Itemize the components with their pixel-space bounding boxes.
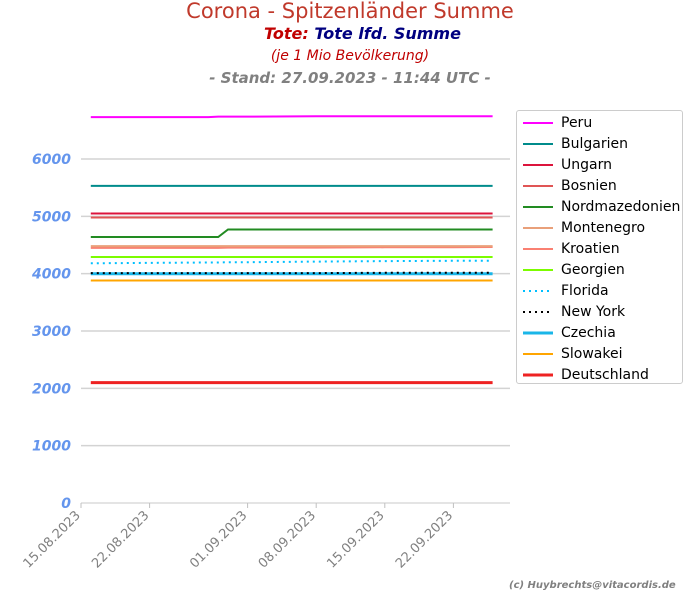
legend-swatch — [523, 185, 553, 187]
legend-swatch — [523, 227, 553, 229]
y-tick-label: 5000 — [32, 209, 71, 225]
legend-label: Ungarn — [561, 157, 612, 173]
legend-swatch — [523, 164, 553, 166]
legend-label: Czechia — [561, 325, 616, 341]
y-tick-label: 6000 — [32, 152, 71, 168]
x-tick-label: 22.08.2023 — [89, 508, 152, 571]
legend-label: Bulgarien — [561, 136, 628, 152]
subtitle-main: Tote lfd. Summe — [314, 24, 461, 43]
legend-item-new-york: New York — [517, 302, 682, 323]
chart-note: (je 1 Mio Bevölkerung) — [270, 48, 430, 64]
legend-label: Deutschland — [561, 367, 649, 383]
chart-subtitle: Tote: Tote lfd. Summe — [0, 24, 700, 43]
legend-label: Nordmazedonien — [561, 199, 681, 215]
legend-swatch — [523, 269, 553, 271]
legend-swatch — [523, 373, 553, 377]
series-line-florida — [90, 259, 493, 265]
series-line-peru — [90, 115, 493, 119]
legend-swatch — [523, 353, 553, 355]
subtitle-prefix: Tote: — [264, 24, 309, 43]
legend-item-kroatien: Kroatien — [517, 239, 682, 260]
y-axis: 0 1000 2000 3000 4000 5000 6000 — [31, 152, 71, 512]
x-tick-label: 15.09.2023 — [324, 508, 387, 571]
series-line-kroatien — [90, 246, 493, 249]
chart-title: Corona - Spitzenländer Summe — [186, 0, 514, 23]
legend-swatch — [523, 331, 553, 335]
legend: Peru Bulgarien Ungarn Bosnien Nordmazedonien… — [516, 110, 683, 384]
x-tick-label: 15.08.2023 — [21, 508, 84, 571]
series-line-nordmazedonien — [90, 228, 493, 238]
x-tick-label: 22.09.2023 — [393, 508, 456, 571]
legend-label: New York — [561, 304, 626, 320]
credit-text: (c) Huybrechts@vitacordis.de — [509, 580, 676, 591]
y-tick-label: 0 — [61, 496, 71, 512]
legend-item-bulgarien: Bulgarien — [517, 134, 682, 155]
x-tick-label: 08.09.2023 — [256, 508, 319, 571]
y-tick-label: 4000 — [31, 267, 71, 283]
legend-item-georgien: Georgien — [517, 260, 682, 281]
x-tick-label: 01.09.2023 — [187, 508, 250, 571]
legend-swatch — [523, 122, 553, 124]
legend-item-deutschland: Deutschland — [517, 365, 682, 386]
legend-label: Slowakei — [561, 346, 623, 362]
legend-item-ungarn: Ungarn — [517, 155, 682, 176]
legend-swatch — [523, 143, 553, 145]
legend-label: Montenegro — [561, 220, 646, 236]
legend-item-montenegro: Montenegro — [517, 218, 682, 239]
legend-item-slowakei: Slowakei — [517, 344, 682, 365]
legend-label: Florida — [561, 283, 609, 299]
plot-area — [90, 115, 493, 385]
legend-label: Georgien — [561, 262, 625, 278]
legend-item-bosnien: Bosnien — [517, 176, 682, 197]
legend-label: Peru — [561, 115, 593, 131]
legend-swatch — [523, 290, 553, 292]
legend-label: Bosnien — [561, 178, 617, 194]
legend-swatch — [523, 206, 553, 208]
chart-timestamp: - Stand: 27.09.2023 - 11:44 UTC - — [209, 69, 491, 87]
legend-item-nordmazedonien: Nordmazedonien — [517, 197, 682, 218]
legend-swatch — [523, 311, 553, 313]
legend-item-florida: Florida — [517, 281, 682, 302]
y-tick-label: 3000 — [32, 324, 71, 340]
legend-swatch — [523, 248, 553, 250]
y-tick-label: 1000 — [32, 439, 71, 455]
legend-item-czechia: Czechia — [517, 323, 682, 344]
legend-item-peru: Peru — [517, 113, 682, 134]
x-axis: 15.08.2023 22.08.2023 01.09.2023 08.09.2023… — [21, 502, 510, 571]
y-tick-label: 2000 — [32, 381, 71, 397]
legend-label: Kroatien — [561, 241, 620, 257]
grid — [81, 158, 510, 504]
